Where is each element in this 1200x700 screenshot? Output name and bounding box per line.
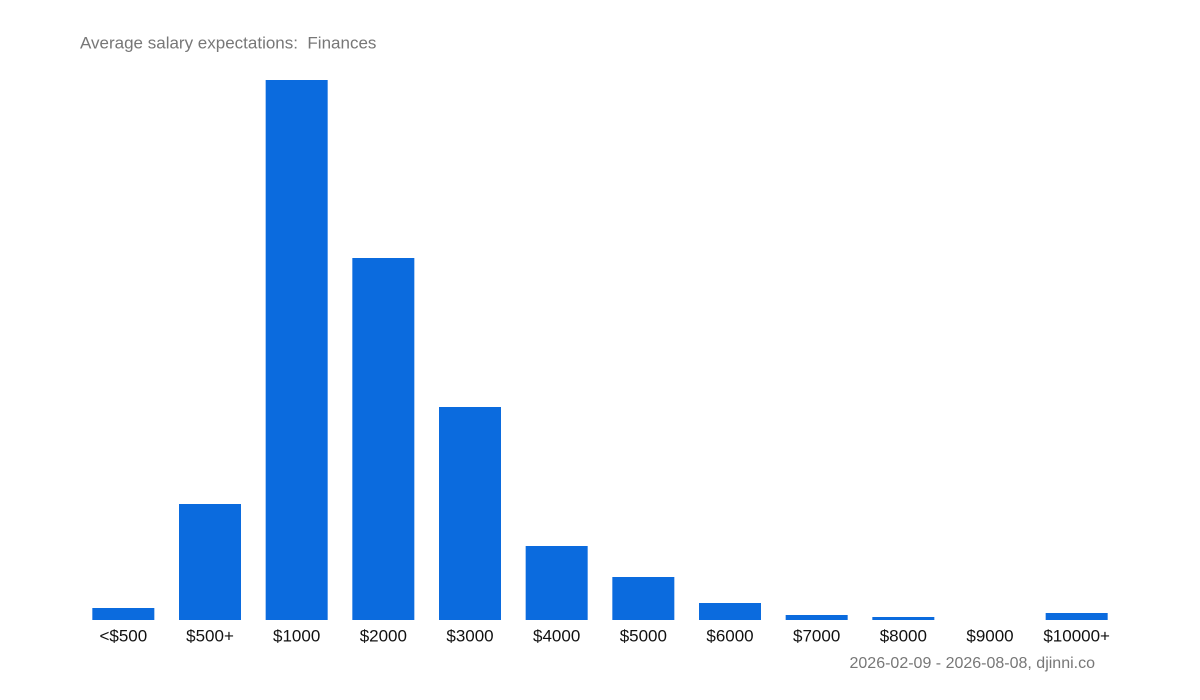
x-tick-label: $7000 [793,626,840,645]
bar [179,504,241,620]
x-tick-label: $500+ [186,626,234,645]
x-tick-label: $1000 [273,626,320,645]
bar [699,603,761,620]
x-tick-label: $10000+ [1043,626,1110,645]
bar [265,80,328,620]
x-tick-label: $8000 [880,626,927,645]
x-tick-label: $9000 [966,626,1013,645]
bar [1045,613,1108,620]
bar [352,258,415,620]
x-tick-label: $5000 [620,626,667,645]
bar [525,546,588,620]
x-tick-label: $3000 [446,626,493,645]
bar [439,407,501,620]
bar [872,617,935,620]
x-tick-label: $4000 [533,626,580,645]
bar [785,615,848,620]
bar [612,577,675,620]
x-tick-label: <$500 [99,626,147,645]
x-tick-label: $6000 [706,626,753,645]
source-note: 2026-02-09 - 2026-08-08, djinni.co [850,655,1096,672]
chart-title: Average salary expectations: Finances [80,33,376,52]
bar [92,608,155,620]
x-tick-label: $2000 [360,626,407,645]
